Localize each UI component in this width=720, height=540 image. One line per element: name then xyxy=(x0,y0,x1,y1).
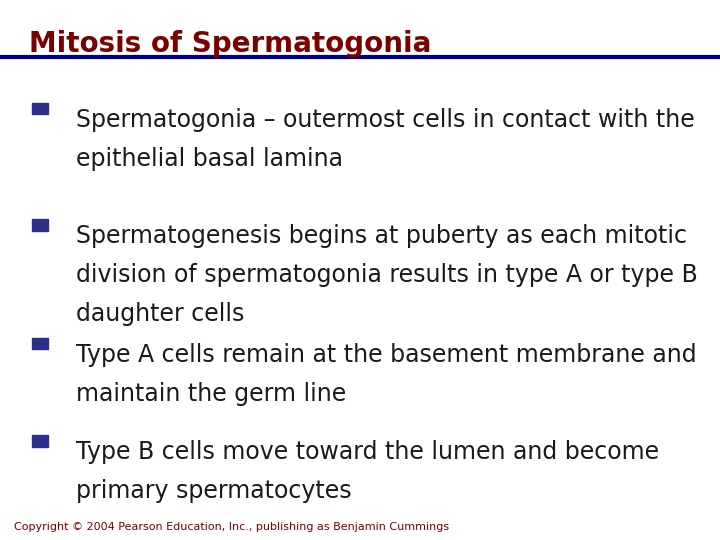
Bar xyxy=(32,219,48,231)
Text: Spermatogenesis begins at puberty as each mitotic: Spermatogenesis begins at puberty as eac… xyxy=(76,224,687,248)
Text: maintain the germ line: maintain the germ line xyxy=(76,382,346,406)
Text: division of spermatogonia results in type A or type B: division of spermatogonia results in typ… xyxy=(76,263,698,287)
Bar xyxy=(32,103,48,114)
Text: Copyright © 2004 Pearson Education, Inc., publishing as Benjamin Cummings: Copyright © 2004 Pearson Education, Inc.… xyxy=(14,522,449,532)
Text: Type A cells remain at the basement membrane and: Type A cells remain at the basement memb… xyxy=(76,343,696,367)
Text: primary spermatocytes: primary spermatocytes xyxy=(76,479,351,503)
Bar xyxy=(32,338,48,349)
Text: Mitosis of Spermatogonia: Mitosis of Spermatogonia xyxy=(29,30,431,58)
Bar xyxy=(32,435,48,447)
Text: Spermatogonia – outermost cells in contact with the: Spermatogonia – outermost cells in conta… xyxy=(76,108,694,132)
Text: daughter cells: daughter cells xyxy=(76,302,244,326)
Text: Type B cells move toward the lumen and become: Type B cells move toward the lumen and b… xyxy=(76,440,659,464)
Text: epithelial basal lamina: epithelial basal lamina xyxy=(76,147,343,171)
